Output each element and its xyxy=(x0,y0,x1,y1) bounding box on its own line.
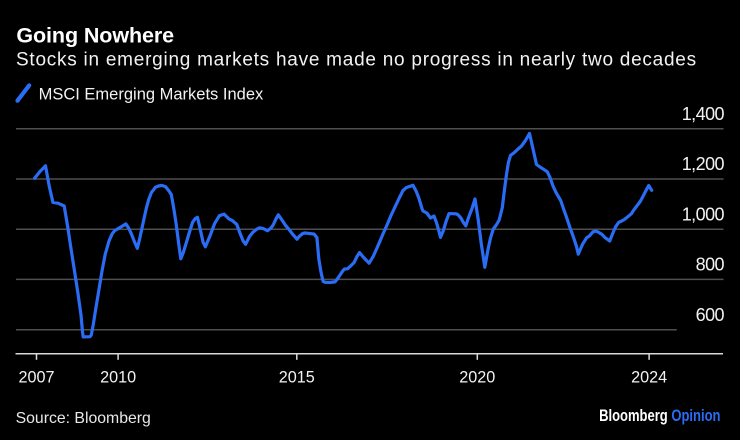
svg-text:2010: 2010 xyxy=(100,368,136,386)
svg-text:1,400: 1,400 xyxy=(682,104,725,124)
svg-text:Bloomberg Opinion: Bloomberg Opinion xyxy=(599,406,720,425)
svg-text:1,200: 1,200 xyxy=(682,154,725,174)
svg-text:Going Nowhere: Going Nowhere xyxy=(16,24,174,48)
svg-text:600: 600 xyxy=(696,305,725,325)
svg-text:MSCI Emerging Markets Index: MSCI Emerging Markets Index xyxy=(39,85,264,103)
svg-text:800: 800 xyxy=(696,255,725,275)
svg-text:2024: 2024 xyxy=(631,368,667,386)
svg-text:2020: 2020 xyxy=(459,368,495,386)
svg-text:2007: 2007 xyxy=(18,368,54,386)
svg-text:2015: 2015 xyxy=(279,368,315,386)
svg-text:Stocks in emerging markets hav: Stocks in emerging markets have made no … xyxy=(16,50,697,71)
svg-text:Source: Bloomberg: Source: Bloomberg xyxy=(16,410,151,427)
svg-text:1,000: 1,000 xyxy=(682,205,725,225)
